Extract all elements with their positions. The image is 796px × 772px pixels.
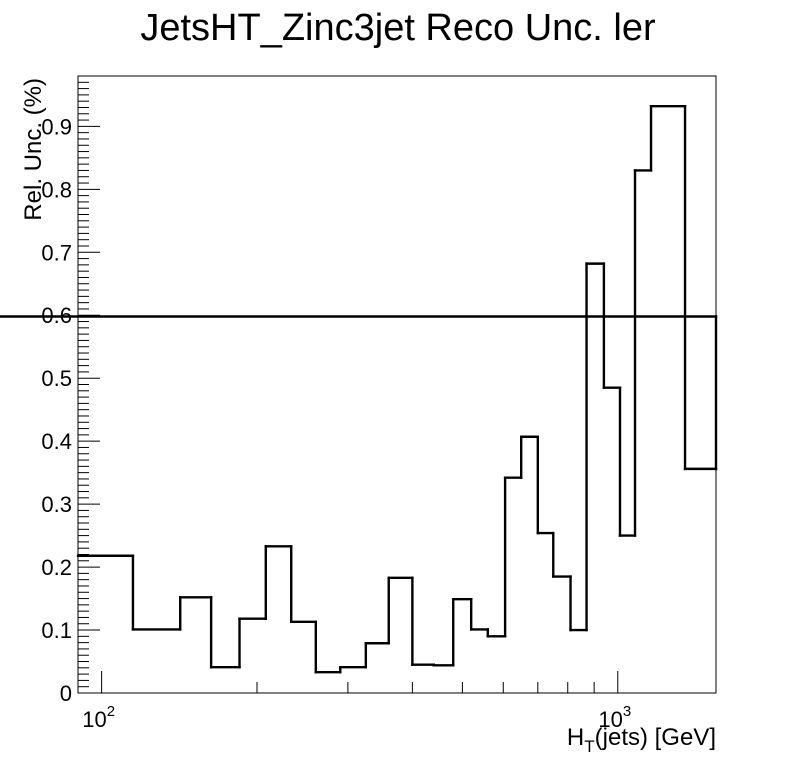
y-tick-label: 0.2	[41, 555, 72, 580]
x-axis-ticks	[77, 671, 619, 693]
y-axis-labels: 0 0.1 0.2 0.3 0.4 0.5 0.6 0.7 0.8 0.9	[41, 114, 72, 706]
y-tick-label: 0.7	[41, 240, 72, 265]
histogram-steps	[0, 105, 718, 674]
x-tick-label: 103	[598, 703, 631, 732]
plot-frame	[77, 75, 717, 694]
x-axis-labels: 102 103	[82, 703, 631, 732]
x-tick-label: 102	[82, 703, 115, 732]
x-axis-title-subscript: T	[584, 737, 594, 756]
y-tick-label: 0.4	[41, 429, 72, 454]
y-tick-label: 0.9	[41, 114, 72, 139]
x-axis-title-rest: (jets) [GeV]	[595, 724, 716, 751]
x-axis-title-main: H	[567, 724, 584, 751]
y-tick-label: 0	[60, 681, 72, 706]
y-axis-title: Rel. Unc. (%)	[20, 78, 47, 221]
y-tick-label: 0.1	[41, 618, 72, 643]
plot-frame-border	[77, 75, 717, 694]
x-axis-title: HT(jets) [GeV]	[567, 724, 716, 756]
chart-title: JetsHT_Zinc3jet Reco Unc. ler	[140, 7, 656, 49]
y-tick-label: 0.3	[41, 492, 72, 517]
y-tick-label: 0.8	[41, 177, 72, 202]
y-tick-label: 0.5	[41, 366, 72, 391]
y-axis-ticks	[78, 75, 100, 694]
y-tick-label: 0.6	[41, 303, 72, 328]
